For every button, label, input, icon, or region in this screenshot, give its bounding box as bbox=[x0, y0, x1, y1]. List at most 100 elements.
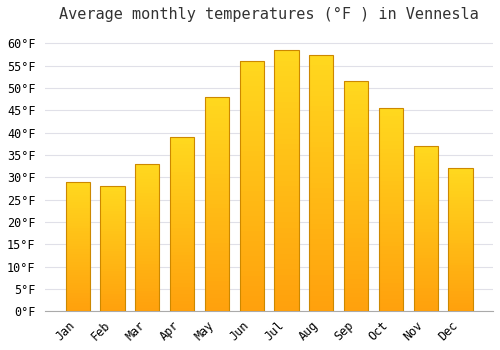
Bar bbox=[240, 261, 264, 266]
Bar bbox=[344, 260, 368, 265]
Bar bbox=[66, 306, 90, 308]
Bar bbox=[170, 158, 194, 161]
Bar bbox=[170, 137, 194, 311]
Bar bbox=[378, 124, 403, 128]
Bar bbox=[378, 194, 403, 197]
Bar bbox=[66, 213, 90, 215]
Bar bbox=[344, 81, 368, 86]
Bar bbox=[66, 223, 90, 226]
Bar bbox=[66, 280, 90, 283]
Bar bbox=[274, 280, 298, 285]
Bar bbox=[100, 264, 124, 266]
Bar bbox=[204, 106, 229, 110]
Bar bbox=[344, 95, 368, 100]
Bar bbox=[309, 198, 334, 203]
Bar bbox=[414, 295, 438, 298]
Bar bbox=[274, 274, 298, 280]
Bar bbox=[100, 201, 124, 204]
Bar bbox=[170, 224, 194, 228]
Bar bbox=[309, 224, 334, 229]
Bar bbox=[414, 166, 438, 169]
Bar bbox=[240, 136, 264, 141]
Bar bbox=[204, 187, 229, 191]
Bar bbox=[378, 287, 403, 291]
Bar bbox=[135, 234, 160, 238]
Bar bbox=[135, 255, 160, 258]
Bar bbox=[170, 266, 194, 270]
Bar bbox=[170, 234, 194, 238]
Bar bbox=[66, 267, 90, 270]
Bar bbox=[414, 242, 438, 245]
Bar bbox=[378, 189, 403, 194]
Bar bbox=[204, 294, 229, 298]
Bar bbox=[448, 180, 472, 183]
Bar bbox=[274, 71, 298, 76]
Bar bbox=[170, 231, 194, 234]
Bar bbox=[414, 291, 438, 295]
Bar bbox=[170, 161, 194, 165]
Bar bbox=[274, 181, 298, 186]
Bar bbox=[100, 214, 124, 216]
Bar bbox=[135, 305, 160, 308]
Bar bbox=[100, 306, 124, 309]
Bar bbox=[448, 308, 472, 311]
Bar bbox=[414, 304, 438, 308]
Bar bbox=[100, 256, 124, 259]
Bar bbox=[448, 177, 472, 180]
Bar bbox=[66, 303, 90, 306]
Bar bbox=[448, 265, 472, 268]
Bar bbox=[240, 141, 264, 146]
Bar bbox=[309, 121, 334, 126]
Bar bbox=[309, 178, 334, 183]
Bar bbox=[274, 87, 298, 92]
Bar bbox=[378, 271, 403, 274]
Bar bbox=[274, 306, 298, 311]
Bar bbox=[309, 91, 334, 96]
Bar bbox=[309, 239, 334, 244]
Bar bbox=[240, 286, 264, 291]
Bar bbox=[414, 298, 438, 301]
Bar bbox=[274, 61, 298, 66]
Bar bbox=[66, 195, 90, 197]
Bar bbox=[309, 116, 334, 121]
Bar bbox=[309, 270, 334, 275]
Bar bbox=[170, 151, 194, 155]
Bar bbox=[66, 220, 90, 223]
Bar bbox=[170, 144, 194, 148]
Bar bbox=[204, 268, 229, 273]
Bar bbox=[274, 202, 298, 207]
Bar bbox=[309, 147, 334, 152]
Bar bbox=[170, 200, 194, 203]
Bar bbox=[135, 261, 160, 264]
Bar bbox=[309, 301, 334, 306]
Bar bbox=[66, 293, 90, 296]
Bar bbox=[448, 288, 472, 291]
Bar bbox=[204, 302, 229, 307]
Bar bbox=[274, 243, 298, 248]
Bar bbox=[66, 249, 90, 252]
Bar bbox=[344, 81, 368, 311]
Bar bbox=[448, 254, 472, 257]
Bar bbox=[448, 220, 472, 223]
Bar bbox=[378, 295, 403, 299]
Bar bbox=[240, 196, 264, 201]
Bar bbox=[414, 265, 438, 268]
Bar bbox=[170, 301, 194, 304]
Bar bbox=[240, 221, 264, 226]
Bar bbox=[274, 134, 298, 139]
Bar bbox=[378, 238, 403, 242]
Bar bbox=[309, 137, 334, 142]
Bar bbox=[378, 133, 403, 136]
Bar bbox=[378, 108, 403, 311]
Bar bbox=[100, 261, 124, 264]
Bar bbox=[100, 279, 124, 281]
Bar bbox=[448, 306, 472, 308]
Bar bbox=[414, 225, 438, 229]
Bar bbox=[204, 101, 229, 106]
Bar bbox=[204, 290, 229, 294]
Bar bbox=[135, 211, 160, 214]
Bar bbox=[448, 300, 472, 302]
Bar bbox=[66, 275, 90, 278]
Bar bbox=[344, 233, 368, 238]
Bar bbox=[100, 289, 124, 291]
